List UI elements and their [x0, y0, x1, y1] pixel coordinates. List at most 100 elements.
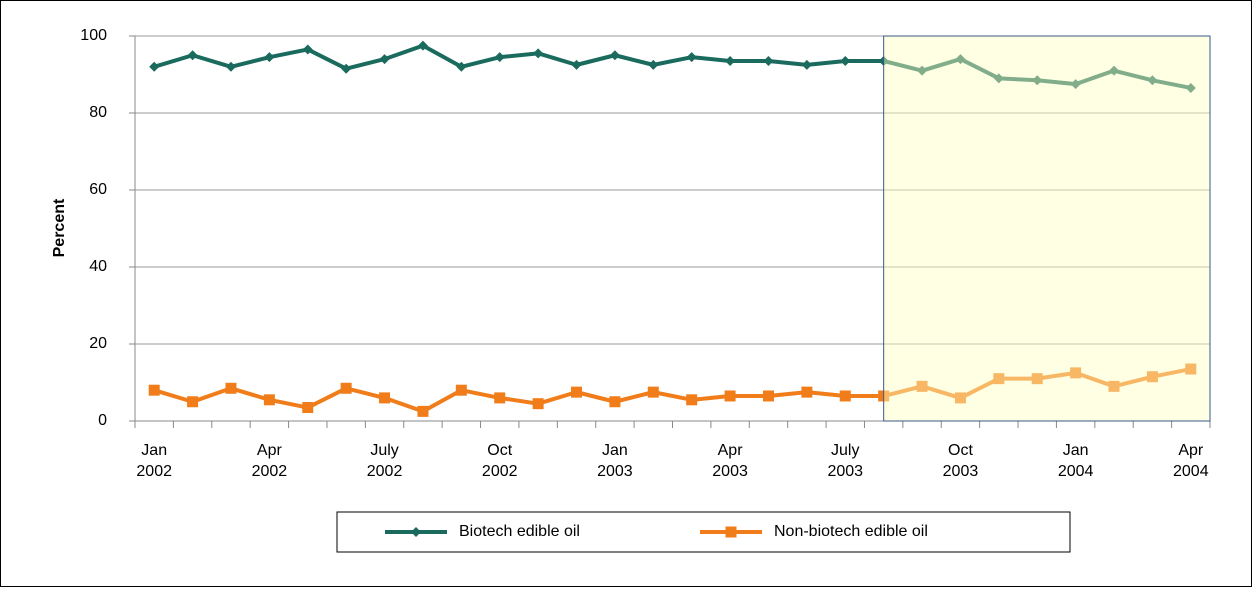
x-tick-label: Jan 2004	[1058, 442, 1094, 480]
marker	[1185, 363, 1197, 375]
x-tick-label-line: 2003	[943, 463, 979, 480]
marker	[379, 392, 391, 404]
x-tick-label: Oct 2003	[943, 442, 979, 480]
marker	[340, 382, 352, 394]
x-tick-label-line: 2004	[1058, 463, 1094, 480]
x-tick-label-line: 2003	[827, 463, 863, 480]
x-tick-label: July 2002	[367, 442, 403, 480]
marker	[187, 396, 199, 408]
marker	[801, 59, 812, 70]
x-tick-label-line: July	[370, 442, 398, 459]
marker	[225, 382, 237, 394]
x-tick-label-line: Jan	[141, 442, 167, 459]
marker	[840, 56, 851, 67]
x-tick-label: July 2003	[827, 442, 863, 480]
marker	[264, 52, 275, 63]
x-tick-label-line: Apr	[718, 442, 744, 459]
marker	[1108, 380, 1120, 392]
marker	[801, 386, 813, 398]
marker	[1109, 65, 1120, 76]
x-tick-label-line: 2003	[597, 463, 633, 480]
x-tick-label: Apr 2004	[1173, 442, 1209, 480]
legend-label: Biotech edible oil	[459, 523, 580, 540]
marker	[263, 394, 275, 406]
marker	[648, 59, 659, 70]
marker	[762, 390, 774, 402]
y-tick-label: 100	[80, 27, 107, 44]
x-tick-label-line: 2002	[367, 463, 403, 480]
marker	[609, 50, 620, 61]
marker	[187, 50, 198, 61]
marker	[763, 56, 774, 67]
x-tick-label-line: Oct	[487, 442, 512, 459]
x-tick-label: Apr 2003	[712, 442, 748, 480]
marker	[302, 44, 313, 55]
marker	[302, 402, 314, 414]
series-line	[153, 43, 1192, 90]
x-tick-label-line: 2002	[482, 463, 518, 480]
x-tick-label: Oct 2002	[482, 442, 518, 480]
y-tick-label: 80	[89, 104, 107, 121]
marker	[571, 59, 582, 70]
x-tick-label: Jan 2003	[597, 442, 633, 480]
marker	[494, 52, 505, 63]
marker	[1032, 75, 1043, 86]
marker	[533, 48, 544, 59]
marker	[455, 384, 467, 396]
x-tick-label-line: July	[831, 442, 859, 459]
marker	[225, 61, 236, 72]
x-tick-label: Jan 2002	[136, 442, 172, 480]
marker	[647, 386, 659, 398]
marker	[149, 61, 160, 72]
marker	[993, 373, 1005, 385]
shaded-region	[883, 35, 1211, 422]
marker	[954, 392, 966, 404]
marker	[1031, 373, 1043, 385]
y-tick-label: 60	[89, 181, 107, 198]
legend-label: Non-biotech edible oil	[774, 523, 928, 540]
marker	[609, 396, 621, 408]
x-tick-label-line: 2002	[136, 463, 172, 480]
marker	[686, 52, 697, 63]
marker	[341, 63, 352, 74]
marker	[417, 405, 429, 417]
x-tick-label-line: Oct	[948, 442, 973, 459]
marker	[1070, 79, 1081, 90]
y-tick-label: 20	[89, 335, 107, 352]
x-tick-label-line: Apr	[1178, 442, 1204, 459]
x-tick-label-line: 2004	[1173, 463, 1209, 480]
marker	[1147, 75, 1158, 86]
x-tick-label-line: Jan	[602, 442, 628, 459]
marker	[725, 56, 736, 67]
marker	[686, 394, 698, 406]
marker	[379, 54, 390, 65]
marker	[993, 73, 1004, 84]
marker	[532, 398, 544, 410]
marker	[456, 61, 467, 72]
marker	[1070, 367, 1082, 379]
y-tick-label: 40	[89, 258, 107, 275]
marker	[916, 380, 928, 392]
marker	[494, 392, 506, 404]
series-line	[153, 367, 1192, 414]
marker	[571, 386, 583, 398]
x-tick-label: Apr 2002	[252, 442, 288, 480]
marker	[839, 390, 851, 402]
x-tick-label-line: Jan	[1063, 442, 1089, 459]
marker	[917, 65, 928, 76]
legend-marker	[725, 526, 737, 538]
marker	[724, 390, 736, 402]
y-axis-label: Percent	[51, 198, 68, 257]
x-tick-label-line: 2003	[712, 463, 748, 480]
y-tick-label: 0	[98, 412, 107, 429]
marker	[955, 54, 966, 65]
marker	[1185, 82, 1196, 93]
marker	[1146, 371, 1158, 383]
x-tick-label-line: Apr	[257, 442, 283, 459]
marker	[417, 40, 428, 51]
x-tick-label-line: 2002	[252, 463, 288, 480]
legend-marker	[411, 527, 421, 537]
marker	[148, 384, 160, 396]
